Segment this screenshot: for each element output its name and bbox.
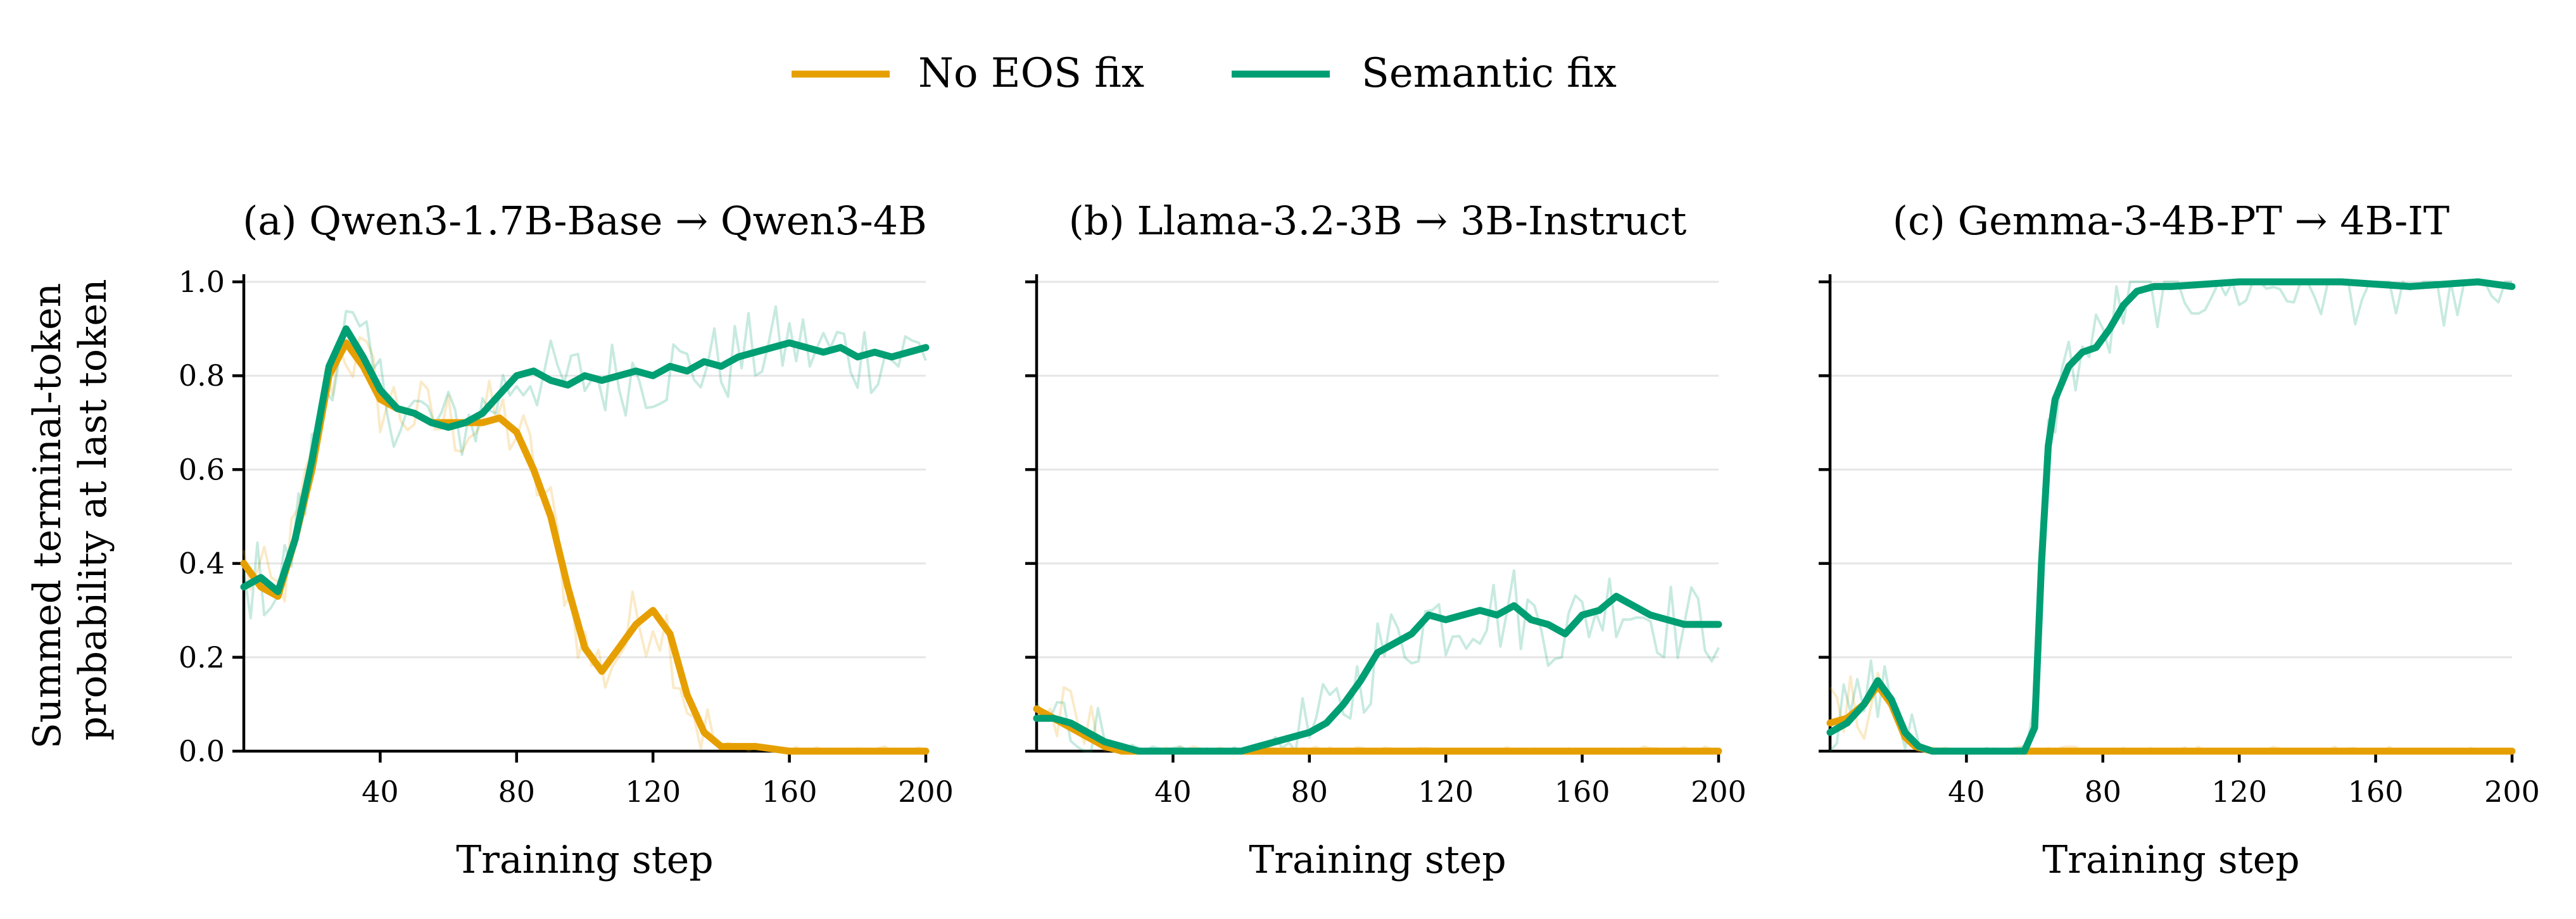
x-tick-label: 80: [1291, 775, 1329, 809]
panel-3: (c) Gemma-3-4B-PT → 4B-IT 40 80 120 160 200 Tr…: [1819, 198, 2540, 882]
panels: (a) Qwen3-1.7B-Base → Qwen3-4B 0.0 0.2 0.4 0…: [179, 198, 2540, 882]
x-tick-label: 160: [2348, 775, 2404, 809]
y-tick-label: 0.6: [179, 452, 225, 486]
x-tick-label: 160: [1555, 775, 1610, 809]
y-tick-label: 0.4: [179, 547, 225, 581]
no-eos-fix-line: [1033, 705, 1722, 755]
semantic-fix-line: [1033, 593, 1722, 755]
y-axis-label-line-1: Summed terminal-token: [25, 283, 70, 749]
series-raw-trace: [243, 305, 927, 619]
x-tick-label: 120: [2211, 775, 2267, 809]
x-axis-label: Training step: [1249, 838, 1506, 882]
no-eos-fix-line: [1826, 681, 2516, 755]
semantic-fix-line: [1826, 278, 2516, 755]
panel-title: (c) Gemma-3-4B-PT → 4B-IT: [1893, 198, 2449, 244]
series-raw-trace: [1829, 671, 2512, 752]
y-tick-label: 1.0: [179, 265, 225, 299]
x-tick-label: 160: [762, 775, 818, 809]
legend-label-semantic: Semantic fix: [1361, 50, 1617, 97]
series-raw-trace: [243, 336, 926, 752]
legend-label-no-eos: No EOS fix: [918, 50, 1144, 97]
panel-title: (b) Llama-3.2-3B → 3B-Instruct: [1069, 198, 1687, 244]
panel-title: (a) Qwen3-1.7B-Base → Qwen3-4B: [243, 198, 927, 244]
x-tick-label: 80: [498, 775, 536, 809]
x-tick-label: 120: [625, 775, 681, 809]
x-axis-label: Training step: [2042, 838, 2299, 882]
x-tick-label: 40: [362, 775, 399, 809]
x-tick-label: 120: [1418, 775, 1474, 809]
no-eos-fix-line: [240, 339, 930, 755]
semantic-fix-line: [240, 325, 930, 595]
y-tick-label: 0.8: [179, 358, 225, 393]
x-tick-label: 80: [2085, 775, 2122, 809]
x-axis-label: Training step: [456, 838, 713, 882]
panel-2: (b) Llama-3.2-3B → 3B-Instruct 40 80 120 160…: [1025, 198, 1746, 882]
panel-1: (a) Qwen3-1.7B-Base → Qwen3-4B 0.0 0.2 0.4 0…: [179, 198, 954, 882]
x-tick-label: 40: [1154, 775, 1192, 809]
y-axis-label-line-2: probability at last token: [71, 279, 115, 740]
legend: No EOS fix Semantic fix: [792, 50, 1617, 97]
series-raw-trace: [1036, 686, 1719, 752]
y-axis-label: Summed terminal-token probability at las…: [25, 271, 115, 749]
x-tick-label: 200: [2484, 775, 2540, 809]
series-raw-trace: [1829, 281, 2512, 752]
x-tick-label: 200: [898, 775, 954, 809]
x-tick-label: 40: [1948, 775, 1985, 809]
y-tick-label: 0.0: [179, 734, 225, 768]
x-tick-label: 200: [1691, 775, 1746, 809]
y-tick-label: 0.2: [179, 640, 225, 675]
